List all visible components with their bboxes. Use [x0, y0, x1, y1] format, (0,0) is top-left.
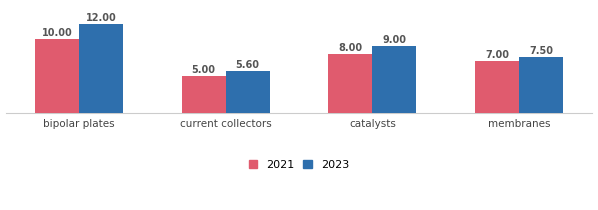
Text: 5.00: 5.00 — [191, 65, 216, 75]
Legend: 2021, 2023: 2021, 2023 — [246, 157, 352, 172]
Bar — [475, 61, 519, 113]
Text: 12.00: 12.00 — [86, 13, 116, 23]
Text: 9.00: 9.00 — [382, 35, 407, 45]
Bar — [79, 24, 123, 113]
Text: 8.00: 8.00 — [338, 43, 362, 52]
Bar — [182, 76, 225, 113]
Text: 7.00: 7.00 — [485, 50, 509, 60]
Bar — [519, 57, 563, 113]
Bar — [225, 71, 270, 113]
Bar — [373, 46, 416, 113]
Bar — [35, 39, 79, 113]
Bar — [328, 54, 373, 113]
Text: 5.60: 5.60 — [236, 60, 260, 70]
Text: 10.00: 10.00 — [41, 28, 72, 38]
Text: 7.50: 7.50 — [529, 46, 553, 56]
